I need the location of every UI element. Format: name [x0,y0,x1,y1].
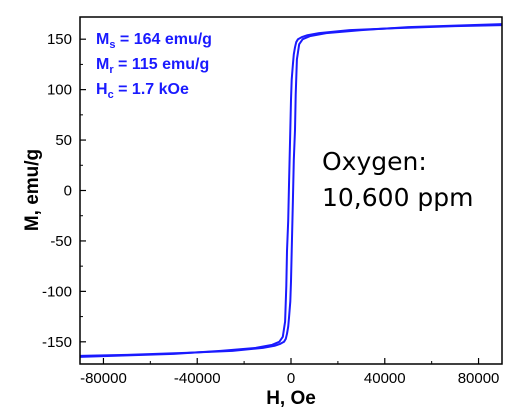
x-tick-label: -40000 [174,370,221,387]
remanent-magnetization-label: Mr = 115 emu/g [96,56,209,76]
saturation-magnetization-label: Ms = 164 emu/g [96,31,212,51]
x-tick-label: 40000 [364,370,406,387]
y-tick-label: -100 [42,283,72,300]
descending-branch-line [79,23,503,357]
y-tick-label: 50 [55,132,72,149]
y-tick-label: -50 [50,233,72,250]
x-tick-label: 80000 [458,370,500,387]
y-tick-label: -150 [42,334,72,351]
oxygen-label: Oxygen: [322,147,427,176]
y-axis-ticks: -150 -100 -50 0 50 100 150 [42,31,86,351]
y-tick-label: 100 [47,82,72,99]
coercivity-label: Hc = 1.7 kOe [96,81,189,101]
oxygen-ppm-label: 10,600 ppm [322,183,474,212]
ascending-branch-line [79,24,503,358]
x-tick-label: 0 [287,370,295,387]
y-tick-label: 0 [64,183,72,200]
y-tick-label: 150 [47,31,72,48]
y-axis-title: M, emu/g [22,149,43,231]
x-tick-label: -80000 [80,370,127,387]
hysteresis-curves [79,23,503,358]
x-axis-title: H, Oe [266,388,316,409]
x-axis-ticks: -80000 -40000 0 40000 80000 [80,358,499,387]
